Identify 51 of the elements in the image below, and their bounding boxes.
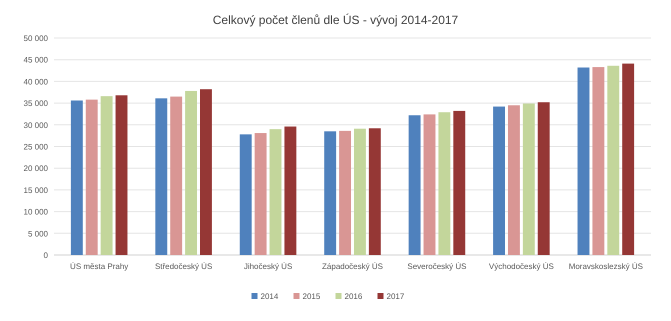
y-tick-label: 30 000 — [24, 120, 49, 130]
bar — [622, 64, 634, 255]
x-tick-label: Východočeský ÚS — [488, 262, 554, 271]
y-tick-label: 50 000 — [24, 34, 49, 43]
chart-title: Celkový počet členů dle ÚS - vývoj 2014-2017 — [212, 13, 459, 27]
bar — [607, 66, 620, 255]
bar — [408, 115, 421, 255]
bar — [339, 130, 352, 255]
bar — [155, 98, 168, 255]
bar — [538, 102, 550, 255]
bar — [493, 106, 506, 255]
bar — [324, 131, 336, 255]
bar — [86, 100, 98, 255]
y-tick-label: 15 000 — [24, 186, 49, 195]
x-tick-label: Jihočeský ÚS — [244, 262, 292, 271]
bar — [185, 90, 198, 255]
x-tick-label: ÚS města Prahy — [70, 262, 128, 271]
bar — [70, 100, 83, 255]
bar — [284, 126, 296, 255]
legend-label: 2015 — [302, 292, 321, 301]
bar — [508, 105, 520, 255]
y-tick-label: 10 000 — [24, 208, 49, 217]
bar — [240, 134, 252, 255]
bar — [254, 133, 267, 255]
y-tick-label: 35 000 — [24, 99, 49, 108]
bar — [592, 67, 604, 255]
x-tick-label: Moravskoslezský ÚS — [568, 262, 643, 271]
y-tick-label: 20 000 — [24, 164, 49, 174]
bar — [270, 129, 282, 255]
bar — [368, 128, 381, 255]
x-tick-label: Středočeský ÚS — [154, 262, 212, 271]
bar — [438, 112, 450, 255]
y-tick-label: 45 000 — [24, 56, 49, 65]
bar — [100, 96, 113, 255]
bar — [116, 95, 128, 255]
bar — [354, 128, 366, 255]
legend-label: 2014 — [260, 292, 279, 301]
y-tick-label: 40 000 — [24, 77, 49, 86]
y-tick-label: 5 000 — [28, 229, 49, 238]
bar — [424, 114, 436, 255]
bar — [200, 89, 212, 255]
legend-label: 2016 — [344, 292, 363, 301]
y-tick-label: 25 000 — [24, 142, 49, 152]
x-tick-label: Severočeský ÚS — [407, 262, 467, 271]
bar — [578, 68, 590, 255]
legend-label: 2017 — [386, 292, 405, 301]
x-tick-label: Západočeský ÚS — [322, 262, 383, 271]
bar — [170, 96, 182, 255]
bar — [522, 104, 535, 255]
bar — [453, 110, 466, 255]
y-tick-label: 0 — [44, 251, 49, 260]
